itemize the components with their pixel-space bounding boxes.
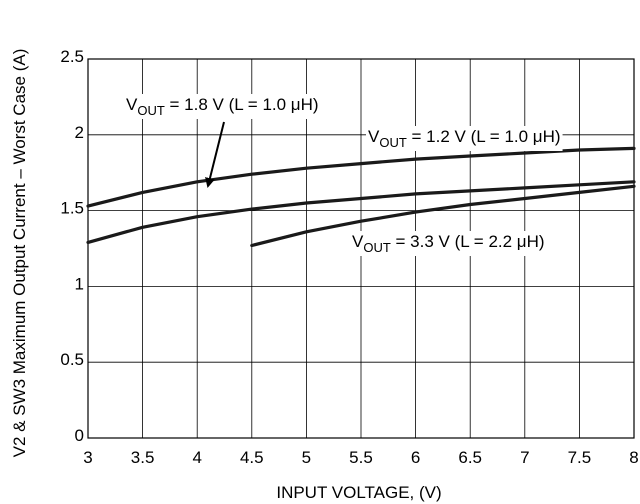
x-tick-label: 7	[520, 448, 529, 467]
x-tick-label: 6	[411, 448, 420, 467]
series-line-1	[86, 180, 636, 244]
x-tick-label: 7.5	[568, 448, 592, 467]
x-tick-label: 4.5	[240, 448, 264, 467]
x-tick-label: 3.5	[131, 448, 155, 467]
plot-frame	[87, 58, 635, 439]
y-tick-labels: 0 0.5 1 1.5 2 2.5	[60, 47, 84, 445]
y-tick-label: 1	[75, 274, 84, 293]
x-tick-label: 5	[302, 448, 311, 467]
series-label-vout-1-2v: VOUT = 1.2 V (L = 1.0 μH)	[368, 127, 561, 150]
x-axis-label: INPUT VOLTAGE, (V)	[276, 483, 441, 502]
y-tick-label: 0.5	[60, 350, 84, 369]
series-lines	[86, 146, 636, 248]
annotation-arrow	[205, 121, 225, 188]
series-line-0	[86, 146, 636, 208]
series-label-subscript: OUT	[137, 103, 165, 118]
y-axis-label: V2 & SW3 Maximum Output Current – Worst …	[10, 49, 29, 458]
y-tick-label: 1.5	[60, 199, 84, 218]
x-tick-label: 4	[192, 448, 201, 467]
series-label-vout-3-3v: VOUT = 3.3 V (L = 2.2 μH)	[352, 232, 545, 255]
x-tick-label: 6.5	[458, 448, 482, 467]
x-tick-label: 3	[83, 448, 92, 467]
series-label-main: V	[352, 232, 364, 251]
label-background	[366, 126, 563, 151]
series-label-rest: = 1.2 V (L = 1.0 μH)	[407, 127, 561, 146]
series-label-subscript: OUT	[363, 240, 391, 255]
x-tick-labels: 3 3.5 4 4.5 5 5.5 6 6.5 7 7.5 8	[83, 448, 638, 467]
series-label-subscript: OUT	[379, 135, 407, 150]
label-background	[350, 231, 547, 256]
series-line-2	[250, 184, 636, 248]
series-label-main: V	[126, 95, 138, 114]
series-label-rest: = 1.8 V (L = 1.0 μH)	[165, 95, 319, 114]
label-background	[124, 94, 321, 119]
y-tick-label: 2.5	[60, 47, 84, 66]
x-tick-label: 5.5	[349, 448, 373, 467]
series-label-vout-1-8v: VOUT = 1.8 V (L = 1.0 μH)	[126, 95, 319, 118]
series-label-rest: = 3.3 V (L = 2.2 μH)	[391, 232, 545, 251]
x-tick-label: 8	[629, 448, 638, 467]
y-tick-label: 0	[75, 426, 84, 445]
series-label-main: V	[368, 127, 380, 146]
y-tick-label: 2	[75, 123, 84, 142]
